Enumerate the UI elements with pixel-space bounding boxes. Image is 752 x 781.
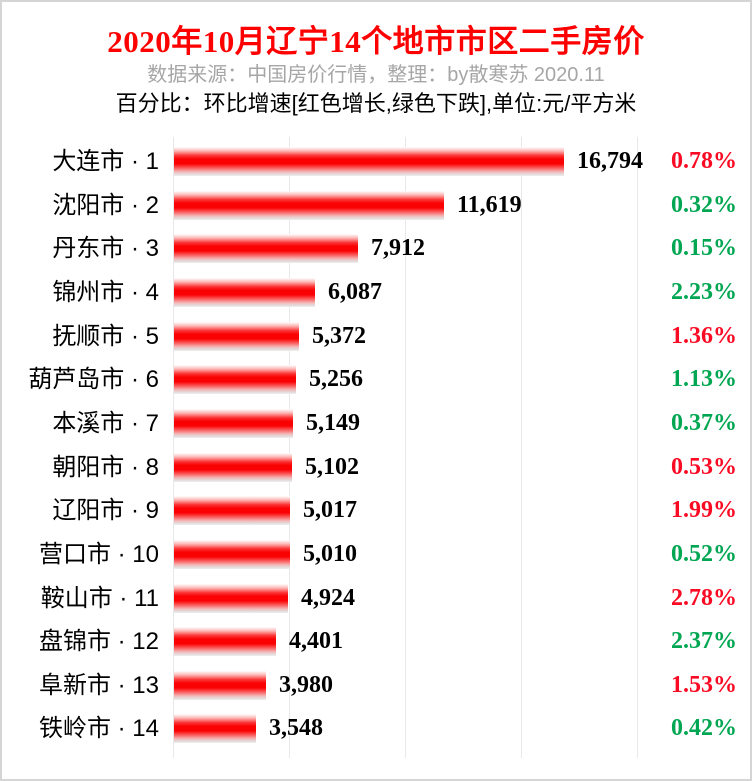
chart-row: 铁岭市 · 14 3,548 0.42% [2,714,750,743]
price-bar [174,278,315,307]
price-bar [174,409,293,438]
price-value: 3,980 [279,672,333,698]
chart-row: 沈阳市 · 2 11,619 0.32% [2,191,750,220]
price-bar [174,540,290,569]
price-value: 5,010 [303,541,357,567]
price-bar [174,322,299,351]
chart-row: 盘锦市 · 12 4,401 2.37% [2,627,750,656]
axis-gridline [521,137,522,758]
city-label: 盘锦市 · 12 [38,628,159,655]
chart-row: 营口市 · 10 5,010 0.52% [2,540,750,569]
price-value: 5,102 [305,454,359,480]
price-value: 3,548 [269,715,323,741]
price-value: 5,256 [309,366,363,392]
pct-change: 0.42% [671,715,737,741]
axis-gridline [289,137,290,758]
legend-note: 百分比：环比增速[红色增长,绿色下跌],单位:元/平方米 [115,91,637,116]
price-value: 5,149 [306,410,360,436]
city-label: 大连市 · 1 [52,148,159,175]
chart-row: 朝阳市 · 8 5,102 0.53% [2,453,750,482]
pct-change: 0.37% [671,410,737,436]
price-bar [174,496,290,525]
chart-row: 阜新市 · 13 3,980 1.53% [2,671,750,700]
price-value: 11,619 [457,192,522,218]
price-bar [174,714,256,743]
price-bar [174,365,296,394]
pct-change: 0.53% [671,454,737,480]
city-label: 沈阳市 · 2 [52,192,159,219]
chart-row: 鞍山市 · 11 4,924 2.78% [2,584,750,613]
price-bar [174,191,444,220]
axis-gridline [637,137,638,758]
chart-row: 葫芦岛市 · 6 5,256 1.13% [2,365,750,394]
price-bar [174,584,288,613]
city-label: 铁岭市 · 14 [38,715,159,742]
price-bar [174,627,276,656]
pct-change: 1.99% [671,497,737,523]
pct-change: 2.23% [671,279,737,305]
city-label: 锦州市 · 4 [52,279,159,306]
chart-row: 锦州市 · 4 6,087 2.23% [2,278,750,307]
pct-change: 2.37% [671,628,737,654]
price-bar [174,147,564,176]
city-label: 抚顺市 · 5 [52,323,159,350]
pct-change: 0.52% [671,541,737,567]
price-value: 5,372 [312,323,366,349]
pct-change: 0.78% [671,148,737,174]
price-value: 4,924 [301,585,355,611]
city-label: 丹东市 · 3 [52,235,159,262]
price-bar [174,234,358,263]
pct-change: 1.53% [671,672,737,698]
chart-row: 丹东市 · 3 7,912 0.15% [2,234,750,263]
city-label: 阜新市 · 13 [38,672,159,699]
pct-change: 0.15% [671,235,737,261]
pct-change: 2.78% [671,585,737,611]
chart-row: 大连市 · 1 16,794 0.78% [2,147,750,176]
city-label: 营口市 · 10 [38,541,159,568]
page-title: 2020年10月辽宁14个地市市区二手房价 [107,24,645,59]
city-label: 葫芦岛市 · 6 [28,366,159,393]
pct-change: 1.36% [671,323,737,349]
chart-row: 本溪市 · 7 5,149 0.37% [2,409,750,438]
chart-row: 抚顺市 · 5 5,372 1.36% [2,322,750,351]
city-label: 本溪市 · 7 [52,410,159,437]
pct-change: 0.32% [671,192,737,218]
city-label: 辽阳市 · 9 [52,497,159,524]
price-value: 4,401 [289,628,343,654]
city-label: 朝阳市 · 8 [52,454,159,481]
city-label: 鞍山市 · 11 [40,585,159,612]
pct-change: 1.13% [671,366,737,392]
axis-gridline [405,137,406,758]
price-bar [174,453,292,482]
data-source-note: 数据来源：中国房价行情，整理：by散寒苏 2020.11 [147,64,605,86]
price-value: 6,087 [328,279,382,305]
price-value: 5,017 [303,497,357,523]
price-value: 7,912 [371,235,425,261]
axis-gridline [173,137,174,758]
chart-row: 辽阳市 · 9 5,017 1.99% [2,496,750,525]
price-bar [174,671,266,700]
price-value: 16,794 [577,148,643,174]
